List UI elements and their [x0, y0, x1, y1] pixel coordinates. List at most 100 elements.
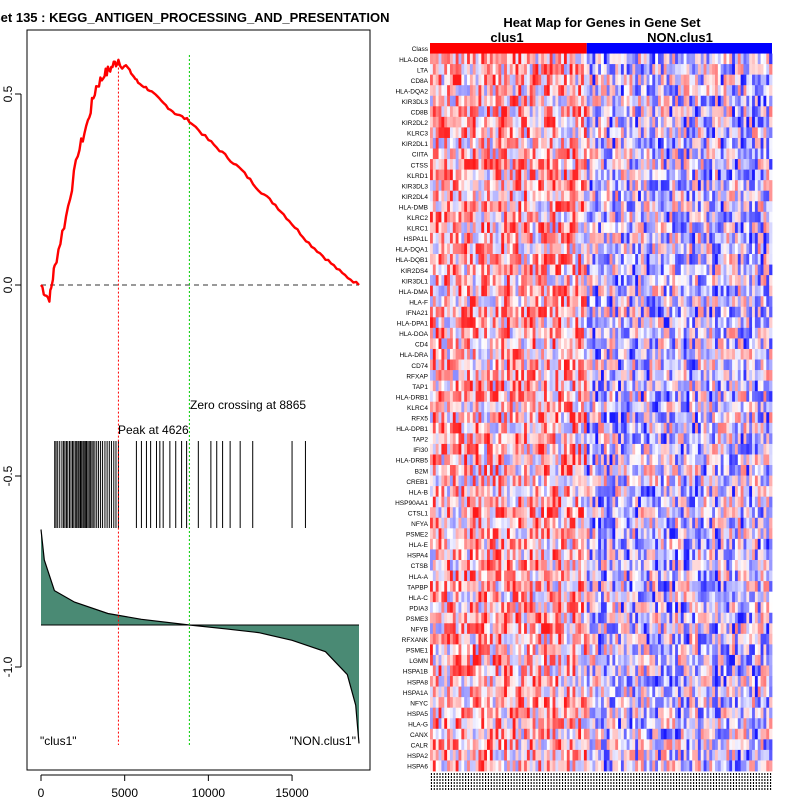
heatmap-cell: [547, 296, 550, 307]
heatmap-cell: [487, 170, 490, 181]
heatmap-cell: [709, 370, 712, 381]
heatmap-cell: [521, 286, 524, 297]
heatmap-cell: [641, 423, 644, 434]
heatmap-cell: [761, 243, 764, 254]
heatmap-cell: [627, 127, 630, 138]
heatmap-cell: [518, 254, 521, 265]
heatmap-cell: [444, 444, 447, 455]
heatmap-cell: [744, 138, 747, 149]
heatmap-cell: [664, 402, 667, 413]
heatmap-cell: [558, 349, 561, 360]
heatmap-cell: [555, 433, 558, 444]
heatmap-cell: [752, 170, 755, 181]
heatmap-cell: [450, 106, 453, 117]
heatmap-cell: [524, 265, 527, 276]
heatmap-cell: [684, 233, 687, 244]
heatmap-cell: [464, 275, 467, 286]
heatmap-cell: [630, 275, 633, 286]
heatmap-cell: [547, 465, 550, 476]
heatmap-cell: [689, 212, 692, 223]
heatmap-cell: [441, 54, 444, 65]
heatmap-cell: [647, 159, 650, 170]
heatmap-cell: [769, 106, 772, 117]
heatmap-cell: [732, 243, 735, 254]
heatmap-cell: [684, 159, 687, 170]
heatmap-cell: [652, 465, 655, 476]
heatmap-cell: [590, 307, 593, 318]
heatmap-cell: [567, 381, 570, 392]
heatmap-cell: [715, 307, 718, 318]
heatmap-cell: [752, 465, 755, 476]
heatmap-cell: [769, 149, 772, 160]
heatmap-cell: [516, 307, 519, 318]
heatmap-cell: [575, 338, 578, 349]
heatmap-cell: [584, 149, 587, 160]
heatmap-cell: [632, 349, 635, 360]
heatmap-cell: [684, 391, 687, 402]
heatmap-cell: [709, 222, 712, 233]
heatmap-cell: [621, 317, 624, 328]
heatmap-cell: [744, 243, 747, 254]
heatmap-cell: [687, 170, 690, 181]
heatmap-cell: [478, 296, 481, 307]
heatmap-cell: [501, 85, 504, 96]
heatmap-cell: [664, 444, 667, 455]
heatmap-cell: [741, 423, 744, 434]
heatmap-cell: [744, 381, 747, 392]
heatmap-cell: [684, 370, 687, 381]
heatmap-cell: [447, 233, 450, 244]
heatmap-cell: [450, 180, 453, 191]
heatmap-cell: [721, 296, 724, 307]
heatmap-cell: [521, 117, 524, 128]
heatmap-cell: [453, 433, 456, 444]
heatmap-cell: [470, 381, 473, 392]
heatmap-cell: [687, 423, 690, 434]
heatmap-cell: [473, 402, 476, 413]
heatmap-cell: [581, 465, 584, 476]
heatmap-cell: [658, 349, 661, 360]
heatmap-cell: [684, 75, 687, 86]
heatmap-cell: [550, 254, 553, 265]
heatmap-cell: [769, 296, 772, 307]
heatmap-cell: [652, 402, 655, 413]
heatmap-cell: [615, 212, 618, 223]
heatmap-cell: [587, 159, 590, 170]
heatmap-cell: [467, 127, 470, 138]
heatmap-cell: [664, 233, 667, 244]
heatmap-cell: [544, 444, 547, 455]
heatmap-cell: [618, 54, 621, 65]
heatmap-cell: [678, 180, 681, 191]
heatmap-cell: [501, 254, 504, 265]
heatmap-cell: [575, 201, 578, 212]
ranked-metric-area: [41, 530, 359, 744]
heatmap-cell: [487, 465, 490, 476]
heatmap-cell: [441, 201, 444, 212]
heatmap-cell: [669, 191, 672, 202]
heatmap-cell: [647, 317, 650, 328]
heatmap-cell: [541, 275, 544, 286]
heatmap-cell: [456, 96, 459, 107]
heatmap-cell: [712, 275, 715, 286]
heatmap-cell: [573, 265, 576, 276]
heatmap-cell: [558, 54, 561, 65]
heatmap-cell: [493, 265, 496, 276]
heatmap-cell: [644, 149, 647, 160]
heatmap-cell: [709, 465, 712, 476]
heatmap-cell: [467, 191, 470, 202]
heatmap-cell: [538, 180, 541, 191]
heatmap-cell: [630, 349, 633, 360]
heatmap-cell: [590, 317, 593, 328]
heatmap-cell: [510, 106, 513, 117]
heatmap-cell: [655, 149, 658, 160]
heatmap-cell: [735, 54, 738, 65]
heatmap-cell: [513, 127, 516, 138]
heatmap-cell: [718, 254, 721, 265]
heatmap-cell: [481, 117, 484, 128]
heatmap-cell: [516, 159, 519, 170]
heatmap-cell: [755, 201, 758, 212]
heatmap-cell: [598, 328, 601, 339]
heatmap-cell: [744, 412, 747, 423]
heatmap-cell: [538, 444, 541, 455]
heatmap-cell: [464, 75, 467, 86]
heatmap-cell: [627, 212, 630, 223]
